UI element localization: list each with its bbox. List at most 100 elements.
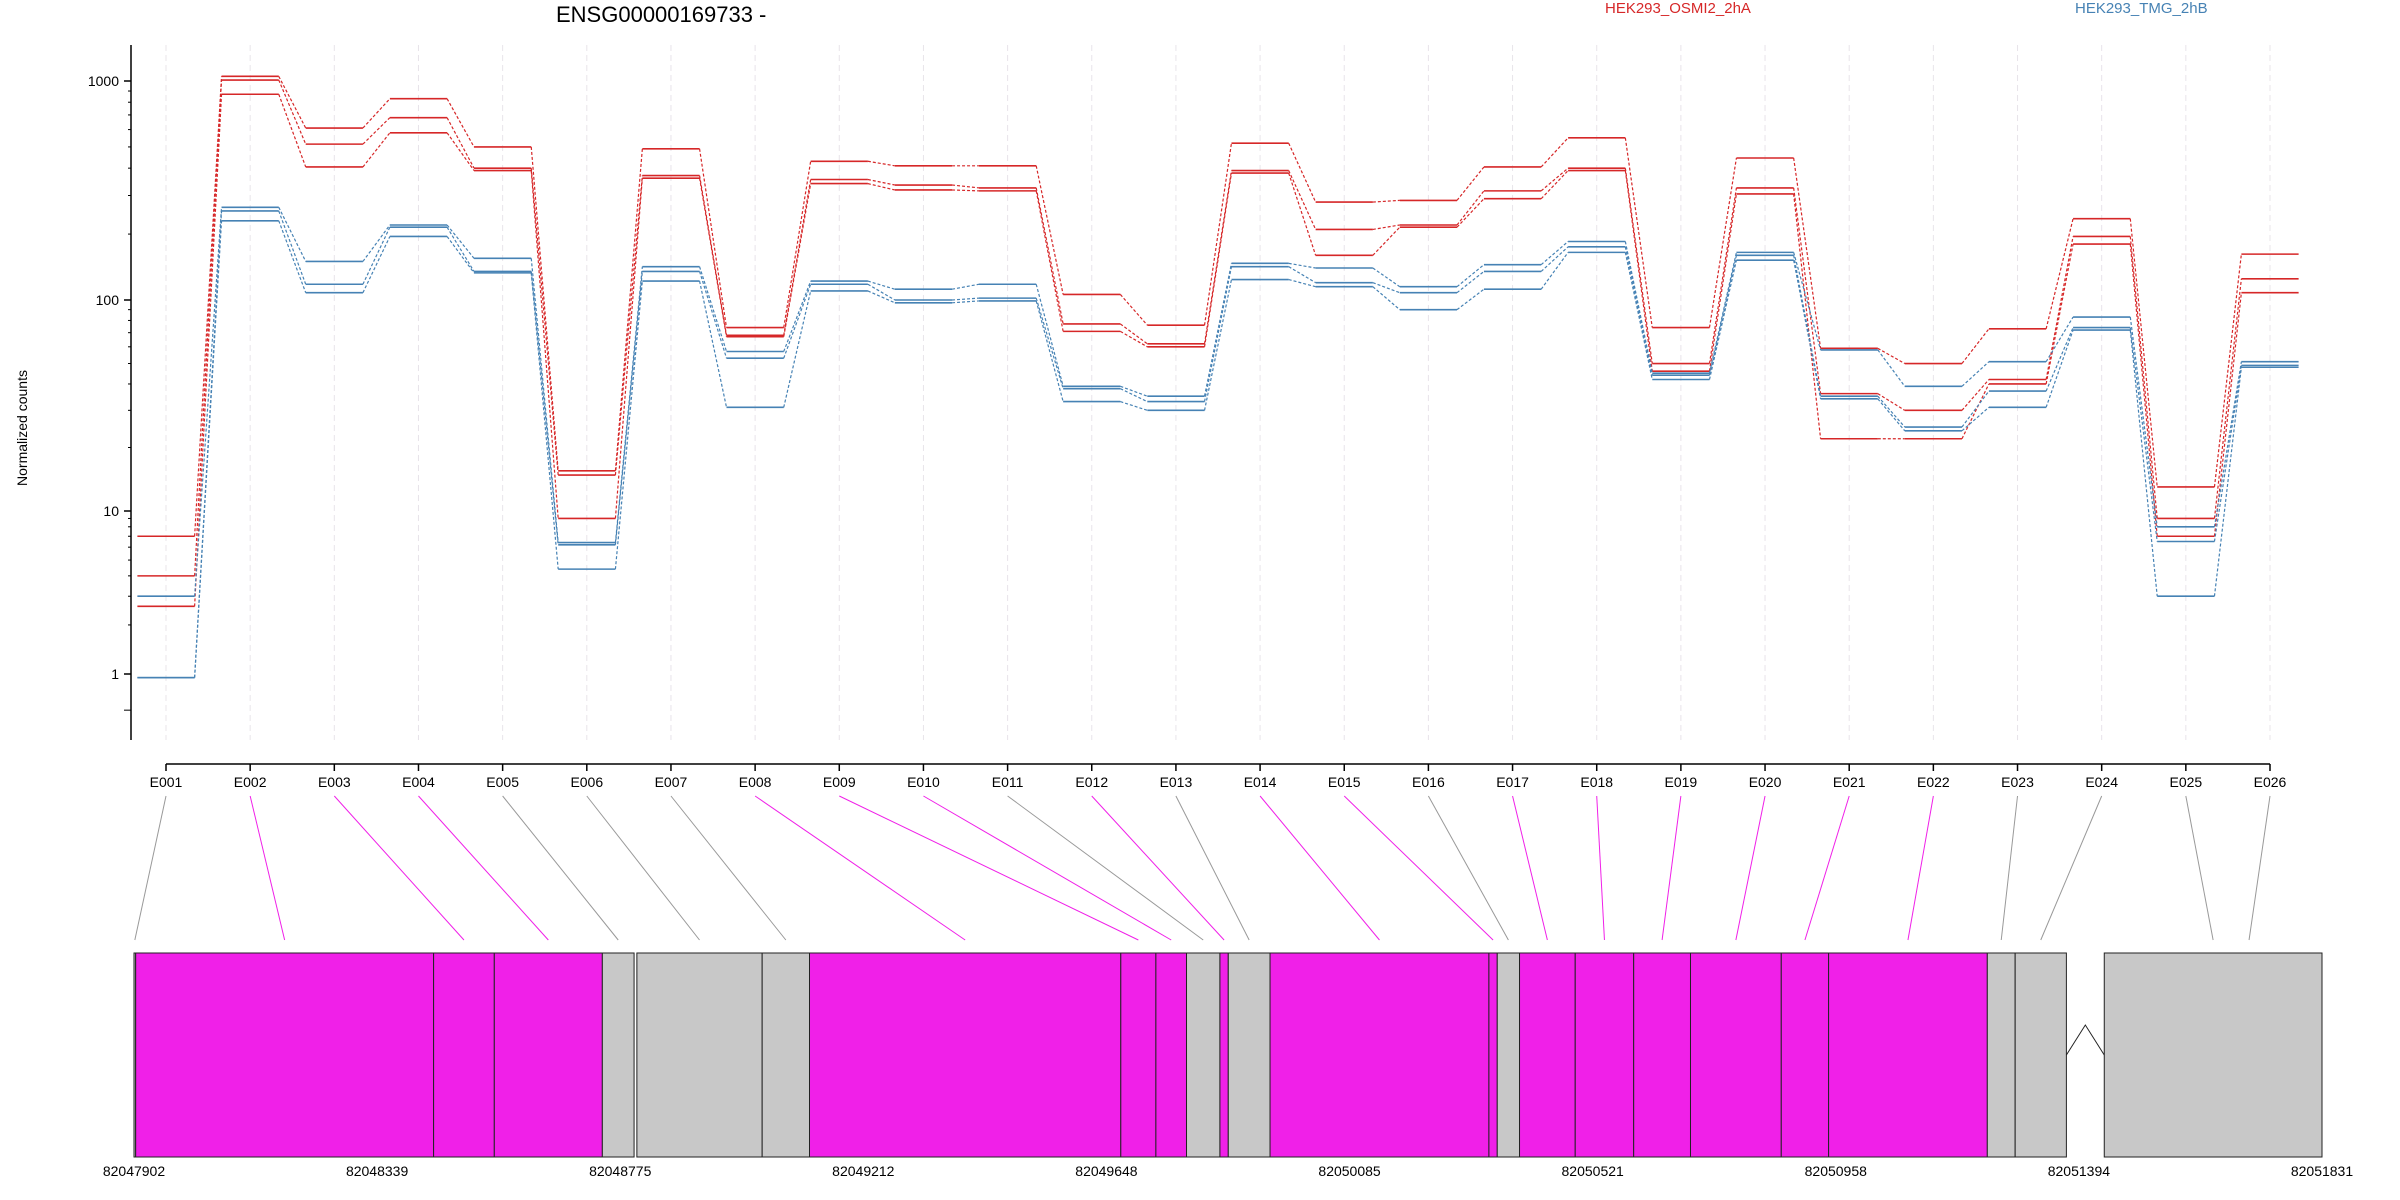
exon-link-line xyxy=(249,795,286,941)
exon-link-line xyxy=(2040,795,2103,941)
data-connector xyxy=(362,236,391,293)
data-connector xyxy=(1961,379,1990,411)
data-connector xyxy=(278,79,307,145)
data-connector xyxy=(2045,316,2074,363)
exon-box xyxy=(1780,952,1830,1158)
data-connector xyxy=(614,266,643,543)
exon-box xyxy=(1186,952,1221,1158)
data-connector xyxy=(783,183,812,337)
exon-box xyxy=(636,952,763,1158)
x-tick-label: E008 xyxy=(739,774,772,790)
series-HEK293_OSMI2_2hA-0 xyxy=(137,75,2299,538)
data-connector xyxy=(194,220,223,678)
data-connector xyxy=(1372,282,1400,294)
data-connector xyxy=(1456,190,1485,226)
data-connector xyxy=(1961,383,1990,440)
data-connector xyxy=(698,280,728,408)
y-tick-label: 10 xyxy=(103,503,119,519)
data-connector xyxy=(2213,367,2242,597)
data-connector xyxy=(278,94,307,168)
x-tick-label: E019 xyxy=(1665,774,1698,790)
x-tick-label: E011 xyxy=(992,774,1024,790)
data-connector xyxy=(194,80,223,576)
data-connector xyxy=(614,281,643,570)
x-tick-label: E013 xyxy=(1160,774,1193,790)
data-connector xyxy=(1288,172,1317,256)
data-connector xyxy=(1035,300,1064,402)
exon-link-line xyxy=(2000,795,2019,941)
exon-link-line xyxy=(502,795,619,941)
data-connector xyxy=(194,94,223,607)
data-connector xyxy=(1288,266,1316,284)
data-connector xyxy=(783,161,812,328)
x-tick-label: E024 xyxy=(2085,774,2118,790)
data-connector xyxy=(698,148,728,328)
data-connector xyxy=(1288,170,1317,230)
data-connector xyxy=(1708,193,1738,372)
data-connector xyxy=(952,297,980,301)
exon-box xyxy=(809,952,1122,1158)
exon-link-line xyxy=(1661,795,1682,941)
genomic-coordinate-label: 82048339 xyxy=(346,1163,409,1179)
exon-link-line xyxy=(1804,795,1850,941)
data-connector xyxy=(1288,142,1317,203)
data-connector xyxy=(1877,347,1906,365)
exon-box xyxy=(2014,952,2067,1158)
data-connector xyxy=(2213,254,2242,488)
exon-link-line xyxy=(1091,795,1225,941)
x-tick-label: E025 xyxy=(2169,774,2202,790)
data-connector xyxy=(362,117,391,145)
data-connector xyxy=(1288,262,1316,269)
exon-link-line xyxy=(2248,795,2271,941)
x-tick-label: E010 xyxy=(907,774,940,790)
y-tick-label: 100 xyxy=(96,292,120,308)
x-tick-label: E002 xyxy=(234,774,267,790)
data-connector xyxy=(1456,166,1485,201)
data-connector xyxy=(698,178,728,337)
data-connector xyxy=(1793,157,1822,349)
data-connector xyxy=(1203,143,1233,326)
data-connector xyxy=(446,226,475,272)
data-connector xyxy=(1372,224,1400,231)
genomic-coordinate-label: 82050958 xyxy=(1805,1163,1868,1179)
data-connector xyxy=(1035,190,1064,332)
x-tick-label: E005 xyxy=(486,774,519,790)
data-connector xyxy=(1035,284,1064,387)
exon-box xyxy=(1986,952,2016,1158)
data-connector xyxy=(446,236,475,274)
x-tick-label: E015 xyxy=(1328,774,1361,790)
exon-box xyxy=(135,952,435,1158)
data-connector xyxy=(1540,170,1569,200)
exon-box xyxy=(2103,952,2323,1158)
data-connector xyxy=(530,271,559,545)
genomic-coordinate-label: 82050521 xyxy=(1562,1163,1625,1179)
gene-model: 82047902 82048339 82048775 82049212 82049648… xyxy=(103,795,2353,1179)
y-tick-label: 1000 xyxy=(88,73,119,89)
exon-link-line xyxy=(1007,795,1204,941)
data-connector xyxy=(2045,243,2074,385)
data-connector xyxy=(1793,260,1822,399)
exon-box xyxy=(1269,952,1490,1158)
data-connector xyxy=(1793,252,1822,351)
exon-box xyxy=(1496,952,1521,1158)
data-connector xyxy=(1624,246,1653,376)
exon-box xyxy=(1633,952,1691,1158)
data-connector xyxy=(530,258,559,543)
x-tick-label: E014 xyxy=(1244,774,1277,790)
exon-link-line xyxy=(1427,795,1509,941)
data-connector xyxy=(2045,329,2074,408)
x-tick-label: E023 xyxy=(2001,774,2034,790)
chart-title: ENSG00000169733 - xyxy=(556,2,766,27)
exon-link-line xyxy=(418,795,549,941)
data-connector xyxy=(1793,187,1822,394)
data-connector xyxy=(1120,323,1148,345)
data-connector xyxy=(1203,279,1233,411)
data-connector xyxy=(951,184,980,189)
data-connector xyxy=(699,271,728,359)
data-connector xyxy=(2213,365,2242,542)
x-tick-label: E018 xyxy=(1580,774,1613,790)
exon-box xyxy=(1120,952,1157,1158)
y-axis-label: Normalized counts xyxy=(14,370,30,486)
data-connector xyxy=(1540,137,1569,168)
